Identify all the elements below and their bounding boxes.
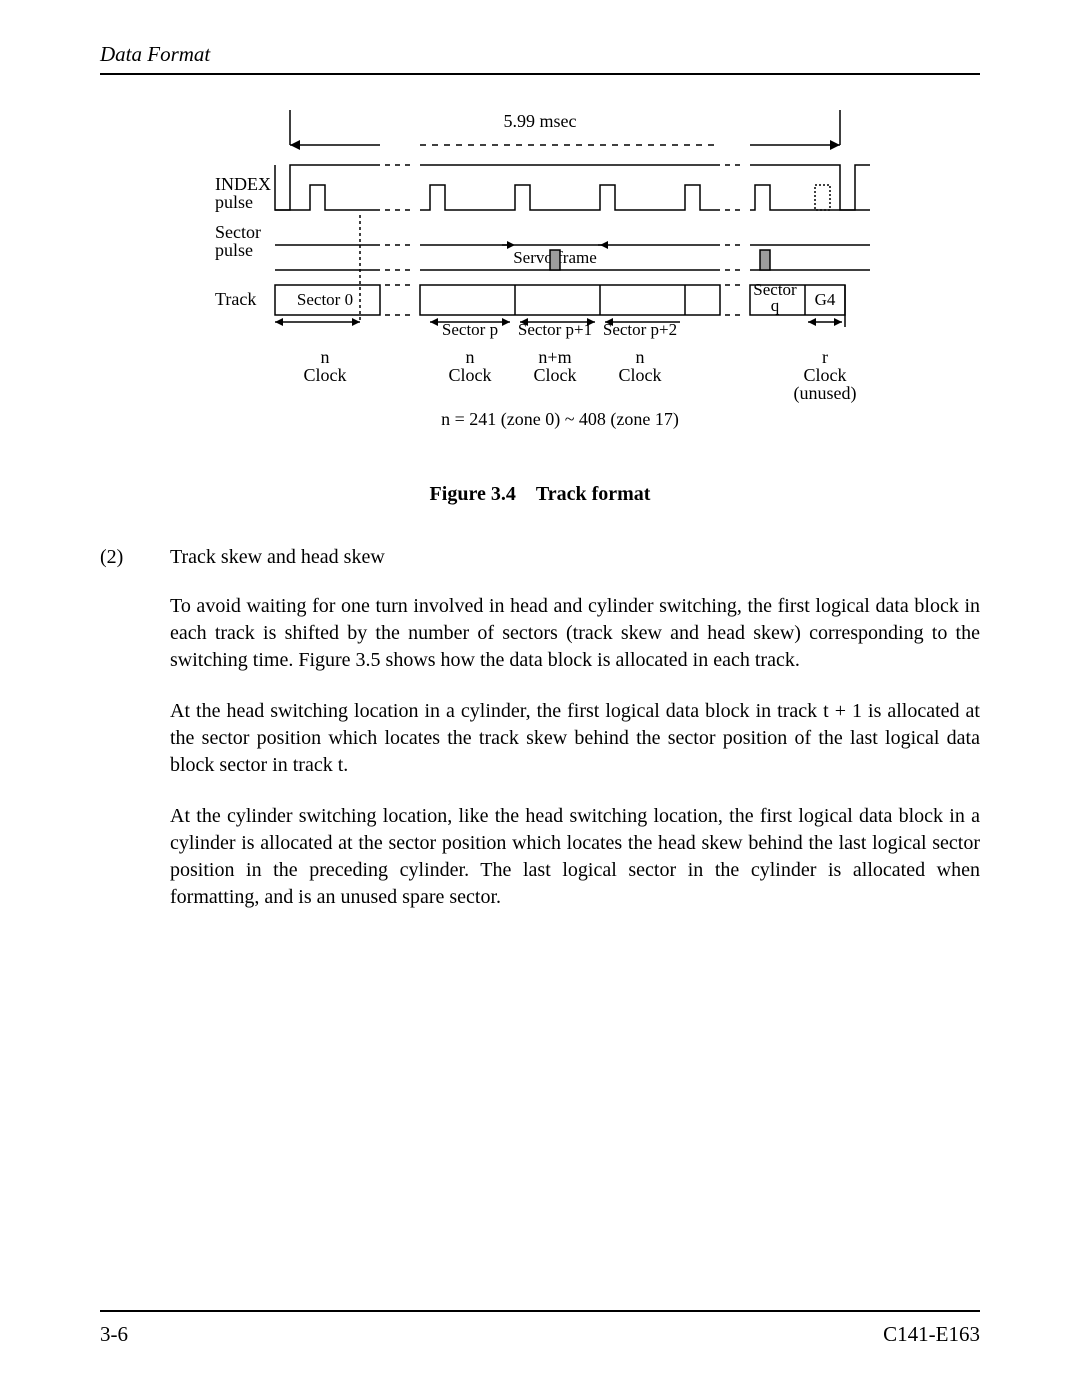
figure-track-format: INDEX pulse Sector pulse Track 5.99 msec… (160, 105, 920, 465)
section-heading: (2) Track skew and head skew (100, 546, 980, 569)
label-index2: pulse (215, 192, 253, 212)
sectorp2-label: Sector p+2 (603, 320, 677, 339)
rule-top (100, 73, 980, 75)
n-note: n = 241 (zone 0) ~ 408 (zone 17) (441, 409, 679, 430)
clk4-n: n (636, 347, 645, 367)
figure-caption: Figure 3.4 Track format (100, 483, 980, 506)
clk3-c: Clock (534, 365, 577, 385)
label-track: Track (215, 289, 256, 309)
paragraph-3: At the cylinder switching location, like… (170, 803, 980, 911)
sectorp-label: Sector p (442, 320, 498, 339)
clk2-c: Clock (449, 365, 492, 385)
sector0-label: Sector 0 (297, 290, 353, 309)
paragraph-1: To avoid waiting for one turn involved i… (170, 593, 980, 674)
running-head: Data Format (100, 42, 980, 73)
section-number: (2) (100, 546, 170, 569)
label-index: INDEX (215, 174, 271, 194)
rule-bottom (100, 1310, 980, 1312)
footer: 3-6 C141-E163 (100, 1310, 980, 1347)
clk3-n: n+m (538, 347, 571, 367)
clk5-c: Clock (804, 365, 847, 385)
clk5-ext: (unused) (794, 383, 857, 404)
label-sector: Sector (215, 222, 261, 242)
sectorp1-label: Sector p+1 (518, 320, 592, 339)
clk2-n: n (466, 347, 475, 367)
label-sector2: pulse (215, 240, 253, 260)
sectorq-label-2: q (771, 296, 780, 315)
clk4-c: Clock (619, 365, 662, 385)
clk1-n: n (321, 347, 330, 367)
time-label: 5.99 msec (504, 111, 577, 131)
page: Data Format INDEX pulse Sector pulse Tra… (0, 0, 1080, 1397)
page-number: 3-6 (100, 1322, 128, 1347)
paragraph-2: At the head switching location in a cyli… (170, 698, 980, 779)
doc-id: C141-E163 (883, 1322, 980, 1347)
section-title: Track skew and head skew (170, 546, 385, 569)
clk1-c: Clock (304, 365, 347, 385)
clk5-n: r (822, 347, 828, 367)
g4-label: G4 (815, 290, 836, 309)
